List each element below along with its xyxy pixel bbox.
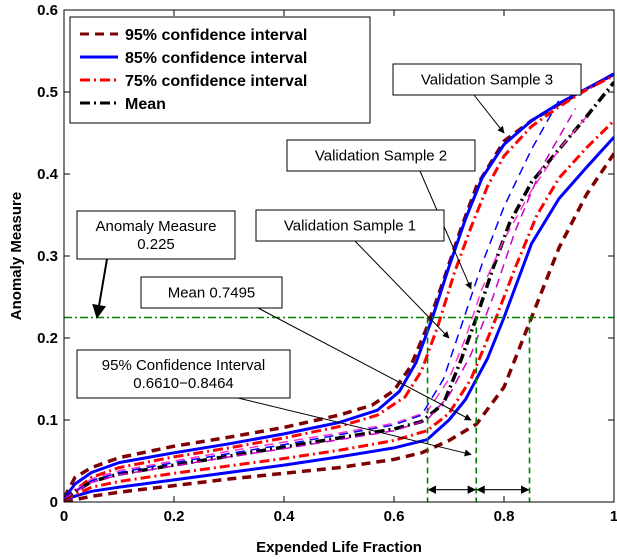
series-line-1 (64, 72, 614, 499)
y-tick-label: 0 (50, 494, 58, 511)
x-tick-label: 0.2 (164, 508, 185, 525)
y-tick-label: 0.2 (37, 330, 58, 347)
annotation-text: 95% Confidence Interval (102, 357, 265, 374)
legend-label: 95% confidence interval (125, 27, 307, 44)
legend: 95% confidence interval 85% confidence in… (69, 16, 371, 124)
annotation-arrow (419, 170, 472, 290)
x-axis-title: Expended Life Fraction (256, 539, 422, 556)
series-line-5 (64, 74, 614, 501)
annotation-text: 0.225 (137, 236, 175, 253)
annotation-mean: Mean 0.7495 (140, 276, 472, 421)
legend-label: Mean (125, 96, 166, 113)
y-tick-label: 0.3 (37, 248, 58, 265)
x-tick-label: 0.4 (274, 508, 296, 525)
annotation-box (140, 276, 283, 309)
annotation-vs3: Validation Sample 3 (392, 63, 582, 134)
x-tick-label: 0.6 (384, 508, 405, 525)
legend-label: 85% confidence interval (125, 50, 307, 67)
annotation-vs2: Validation Sample 2 (286, 139, 476, 290)
y-tick-label: 0.4 (37, 166, 59, 183)
annotation-text: Validation Sample 3 (421, 72, 553, 89)
annotation-box (392, 63, 582, 96)
x-tick-label: 0.8 (494, 508, 515, 525)
series-line-6 (64, 119, 614, 501)
series-line-10 (64, 108, 577, 500)
series-line-2 (64, 152, 614, 502)
annotation-arrow (354, 240, 450, 339)
annotation-box (286, 139, 476, 172)
annotation-arrow (473, 94, 505, 134)
annotation-box (76, 349, 291, 399)
annotation-arrow (257, 307, 472, 421)
y-tick-label: 0.6 (37, 2, 58, 19)
annotation-arrow (237, 397, 472, 457)
annotations: Validation Sample 3 Validation Sample 2 Va… (76, 63, 582, 457)
x-tick-label: 1 (610, 508, 617, 525)
axis-ticks: 0 0.2 0.4 0.6 0.8 1 0 0.1 0.2 0.3 0.4 0.5 0.6 (37, 2, 617, 525)
annotation-box (76, 210, 236, 260)
annotation-box (255, 209, 445, 242)
y-tick-label: 0.5 (37, 84, 58, 101)
legend-label: 75% confidence interval (125, 73, 307, 90)
annotation-text: Validation Sample 1 (284, 218, 416, 235)
y-axis-title: Anomaly Measure (8, 192, 25, 320)
series-line-7 (64, 81, 614, 501)
annotation-text: Validation Sample 2 (315, 148, 447, 165)
series-line-9 (64, 99, 560, 500)
annotation-text: Anomaly Measure (96, 218, 217, 235)
reference-lines (64, 316, 614, 502)
annotation-text: Mean 0.7495 (168, 285, 256, 302)
x-tick-label: 0 (60, 508, 68, 525)
y-tick-label: 0.1 (37, 412, 58, 429)
annotation-text: 0.6610−0.8464 (133, 375, 234, 392)
series-line-3 (64, 72, 614, 500)
annotation-vs1: Validation Sample 1 (255, 209, 450, 339)
annotation-arrow (92, 258, 108, 319)
legend-box (69, 16, 371, 124)
series-line-8 (64, 116, 588, 500)
